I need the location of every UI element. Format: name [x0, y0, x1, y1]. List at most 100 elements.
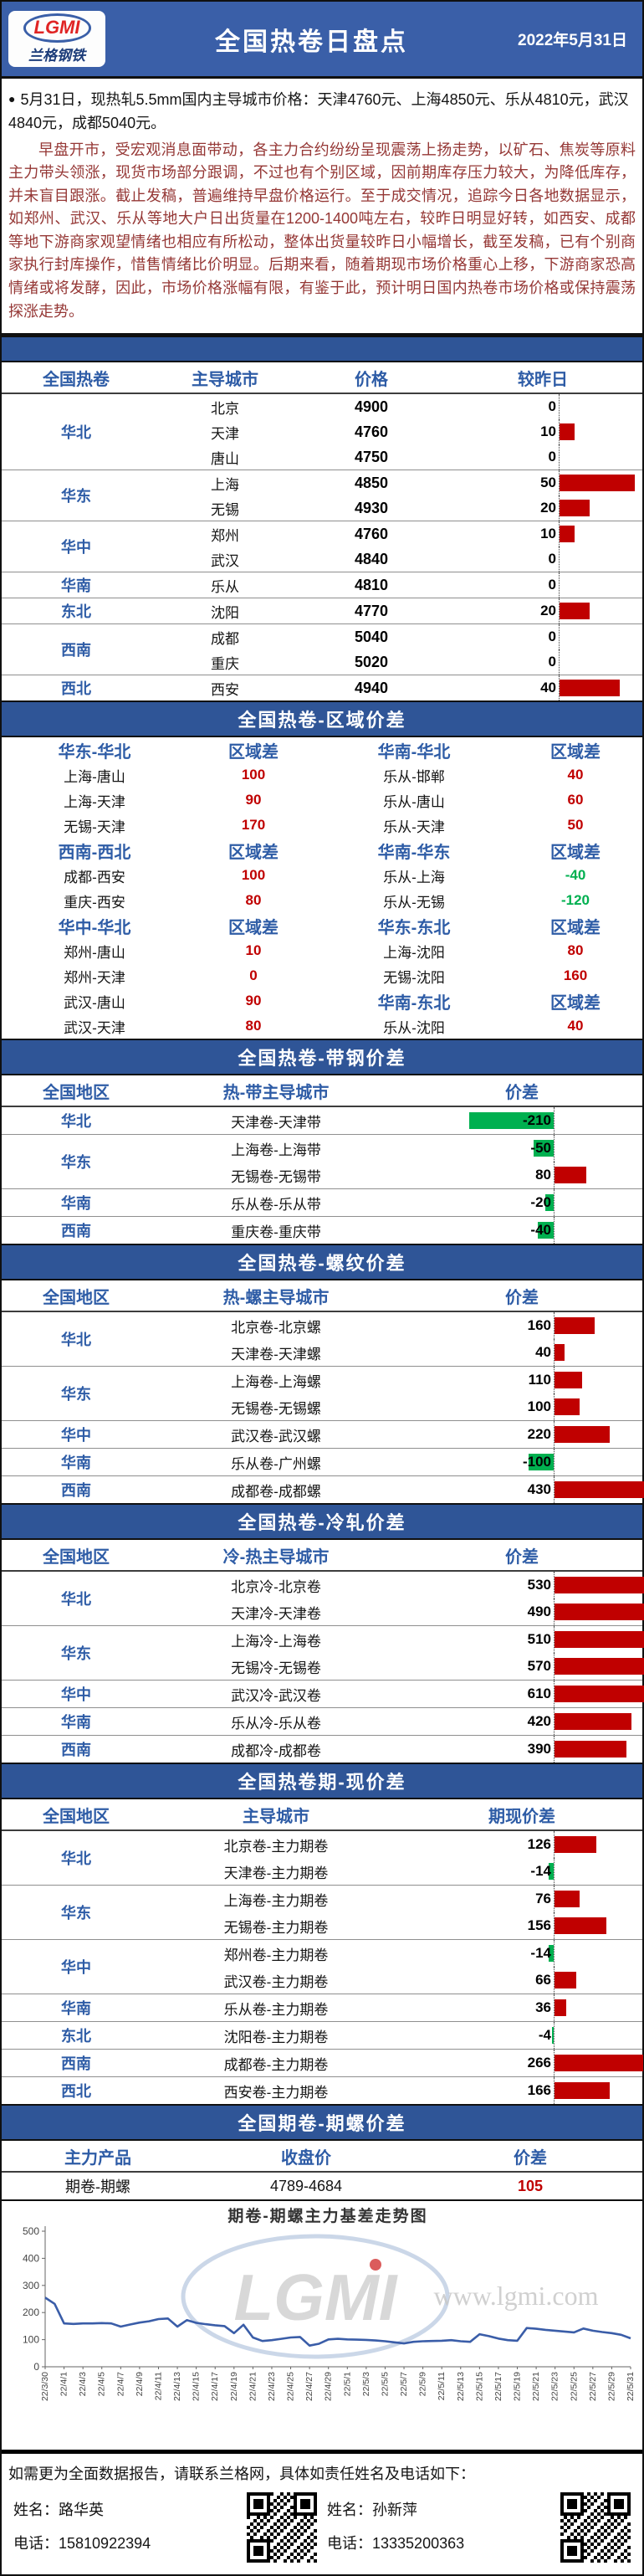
negative-bar [549, 1945, 554, 1963]
value-column-header: 区域差 [550, 993, 601, 1013]
bar-axis [554, 1107, 555, 1135]
region-diff-row: 郑州-唐山 10 上海-沈阳 80 [2, 938, 642, 963]
change-bar-cell: 76 [401, 1886, 642, 1913]
change-value: -50 [530, 1140, 551, 1157]
region-cell: 华北 [61, 1332, 91, 1349]
city-cell: 北京 [211, 400, 239, 417]
svg-text:22/4/25: 22/4/25 [286, 2372, 296, 2401]
diff-cell: 80 [401, 1162, 642, 1189]
bar-axis [554, 1886, 555, 1913]
diff-row: 天津卷-主力期卷 -14 [2, 1858, 642, 1886]
svg-text:22/5/25: 22/5/25 [569, 2372, 579, 2401]
bar-axis [559, 649, 560, 675]
price-table-container: 全国热卷 主导城市 价格 较昨日 华北 北京 4900 0 天津 4760 10 唐山 4750 0 华东上… [2, 362, 642, 701]
svg-text:22/5/13: 22/5/13 [456, 2372, 466, 2401]
change-value: 610 [527, 1686, 551, 1702]
change-value: 0 [548, 449, 556, 465]
diff-cell: 530 [401, 1571, 644, 1599]
section-band-region-diff: 全国热卷-区域价差 [2, 700, 642, 738]
region-cell: 西南 [2, 1216, 151, 1244]
svg-text:www.lgmi.com: www.lgmi.com [433, 2281, 598, 2311]
pair-cell: 乐从冷-乐从卷 [151, 1707, 401, 1736]
bar-axis [554, 1831, 555, 1859]
diff-cell: 266 [401, 2049, 643, 2077]
region-diff-row: 上海-唐山 100 乐从-邯郸 40 [2, 762, 642, 788]
svg-text:22/4/19: 22/4/19 [229, 2372, 239, 2401]
change-bar-cell: 40 [443, 675, 642, 701]
region-diff-row: 西南-西北 区域差 华南-华东 区域差 [2, 838, 642, 863]
change-bar-cell: 0 [443, 547, 642, 572]
pair-cell: 上海-天津 [64, 793, 125, 810]
negative-bar [534, 1140, 554, 1157]
svg-text:22/5/7: 22/5/7 [399, 2372, 409, 2396]
positive-bar [555, 1713, 631, 1731]
diff-cell: 100 [401, 1393, 642, 1421]
diff-row: 华中 武汉冷-武汉卷 610 [2, 1680, 644, 1708]
phone-label: 电话： [327, 2535, 372, 2553]
contact-fields: 姓名：路华英 电话：15810922394 [13, 2494, 151, 2560]
pair-cell: 无锡-天津 [64, 818, 125, 835]
phone-label: 电话： [13, 2535, 59, 2553]
region-cell: 华北 [61, 424, 91, 442]
pair-cell: 天津冷-天津卷 [231, 1605, 321, 1622]
diff-row: 华中 郑州卷-主力期卷 -14 [2, 1939, 642, 1994]
change-bar-cell: 390 [401, 1736, 642, 1763]
price-cell: 4750 [354, 448, 389, 465]
report-header: LGMI 兰格钢铁 全国热卷日盘点 2022年5月31日 [2, 2, 642, 79]
diff-cell: -210 [401, 1106, 642, 1135]
qr-code [560, 2492, 631, 2563]
bar-axis [554, 1189, 555, 1217]
price-row: 东北 沈阳 4770 20 [2, 598, 642, 624]
diff-table-header-row: 全国地区 热-带主导城市 价差 [2, 1075, 642, 1108]
pair-cell: 沈阳卷-主力期卷 [151, 2021, 401, 2050]
positive-bar [555, 1631, 644, 1649]
positive-bar [555, 1167, 586, 1184]
footer-note: 如需更为全面数据报告，请联系兰格网，具体如责任姓名及电话如下： [8, 2466, 475, 2483]
region-cell: 华南 [2, 1994, 151, 2022]
change-value: 570 [527, 1658, 551, 1675]
qr-code [247, 2492, 317, 2563]
diff-value: 60 [567, 792, 584, 808]
change-bar-cell: 10 [443, 521, 642, 547]
diff-cell: 570 [401, 1653, 644, 1681]
change-bar-cell: 0 [443, 572, 642, 598]
change-value: 0 [548, 398, 556, 415]
region-diff-row: 重庆-西安 80 乐从-无锡 -120 [2, 888, 642, 913]
svg-text:22/4/21: 22/4/21 [248, 2372, 258, 2401]
svg-text:300: 300 [23, 2280, 39, 2291]
pair-cell: 郑州-唐山 [64, 944, 125, 961]
bar-axis [559, 394, 560, 420]
diff-value: 80 [245, 892, 262, 909]
contact-block: 姓名：孙新萍 电话：13335200363 [322, 2492, 636, 2563]
change-cell: 20 [443, 598, 642, 624]
diff-value: 10 [245, 942, 262, 959]
bar-axis [554, 1626, 555, 1654]
contact-phone: 15810922394 [59, 2535, 151, 2553]
bar-axis [554, 1449, 555, 1476]
change-bar-cell: 80 [401, 1162, 642, 1189]
market-commentary: 早盘开市，受宏观消息面带动，各主力合约纷纷呈现震荡上扬走势，以矿石、焦炭等原料主… [8, 141, 636, 320]
bar-axis [554, 2022, 555, 2050]
diff-cell: 220 [401, 1420, 642, 1449]
region-diff-row: 成都-西安 100 乐从-上海 -40 [2, 863, 642, 888]
city-cell: 无锡 [211, 501, 239, 518]
pair-cell: 天津卷-天津带 [231, 1114, 321, 1131]
diff-cell: -50 [401, 1134, 642, 1162]
positive-bar [560, 423, 575, 441]
diff-cell: 510 [401, 1625, 644, 1654]
diff-row: 华南 乐从冷-乐从卷 420 [2, 1707, 642, 1736]
change-bar-cell: -40 [401, 1217, 642, 1244]
svg-text:22/4/11: 22/4/11 [153, 2372, 163, 2400]
positive-bar [560, 526, 575, 543]
region-diff-container: 华东-华北 区域差 华南-华北 区域差 上海-唐山 100 乐从-邯郸 40 上海-天津 90 乐从… [2, 737, 642, 1039]
summary-text: 5月31日，现热轧5.5mm国内主导城市价格：天津4760元、上海4850元、乐… [8, 91, 629, 131]
diff-cell: -100 [401, 1448, 642, 1476]
diff-value: 80 [567, 942, 584, 959]
positive-bar [555, 1481, 644, 1499]
bar-axis [554, 1708, 555, 1736]
region-cell: 东北 [2, 2021, 151, 2050]
diff-value: 80 [245, 1018, 262, 1034]
positive-bar [555, 1999, 566, 2017]
diff-cell: 76 [401, 1885, 642, 1913]
price-row: 华北 北京 4900 0 [2, 393, 642, 441]
